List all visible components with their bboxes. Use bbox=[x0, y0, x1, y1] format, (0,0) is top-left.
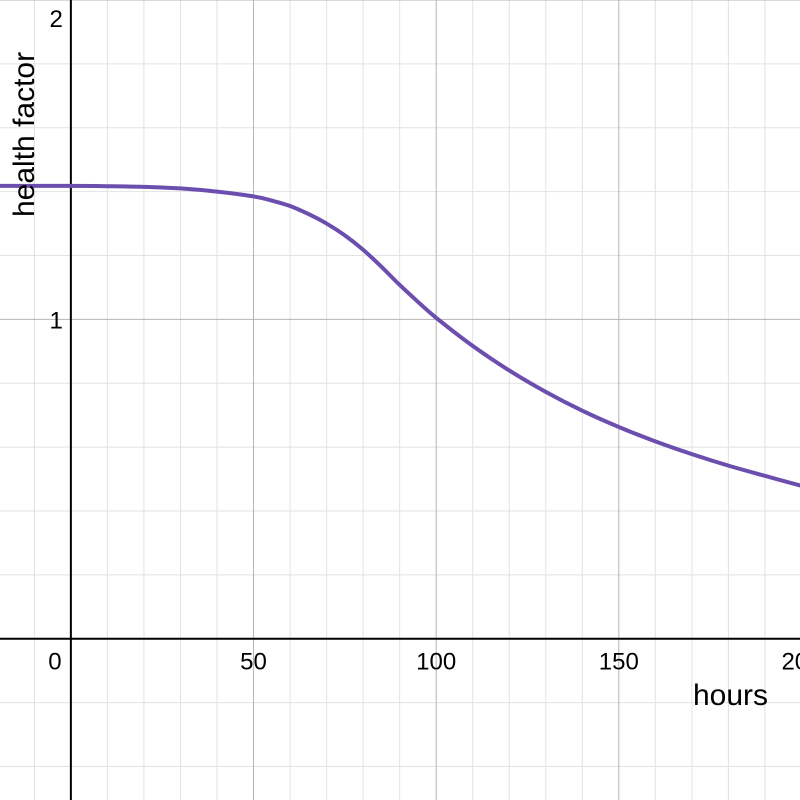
y-axis-label: health factor bbox=[8, 52, 41, 217]
series-line bbox=[0, 183, 800, 488]
tick-labels: 0 50 100 150 200 1 2 bbox=[48, 6, 800, 676]
x-tick-label: 150 bbox=[599, 649, 639, 676]
x-tick-label: 200 bbox=[781, 649, 800, 676]
plot-area bbox=[0, 183, 800, 488]
x-tick-label: 100 bbox=[416, 649, 456, 676]
x-axis-label: hours bbox=[693, 679, 768, 712]
y-tick-label: 1 bbox=[50, 307, 63, 334]
x-tick-label: 50 bbox=[240, 649, 267, 676]
y-tick-label: 2 bbox=[50, 6, 63, 33]
x-tick-label: 0 bbox=[48, 649, 61, 676]
